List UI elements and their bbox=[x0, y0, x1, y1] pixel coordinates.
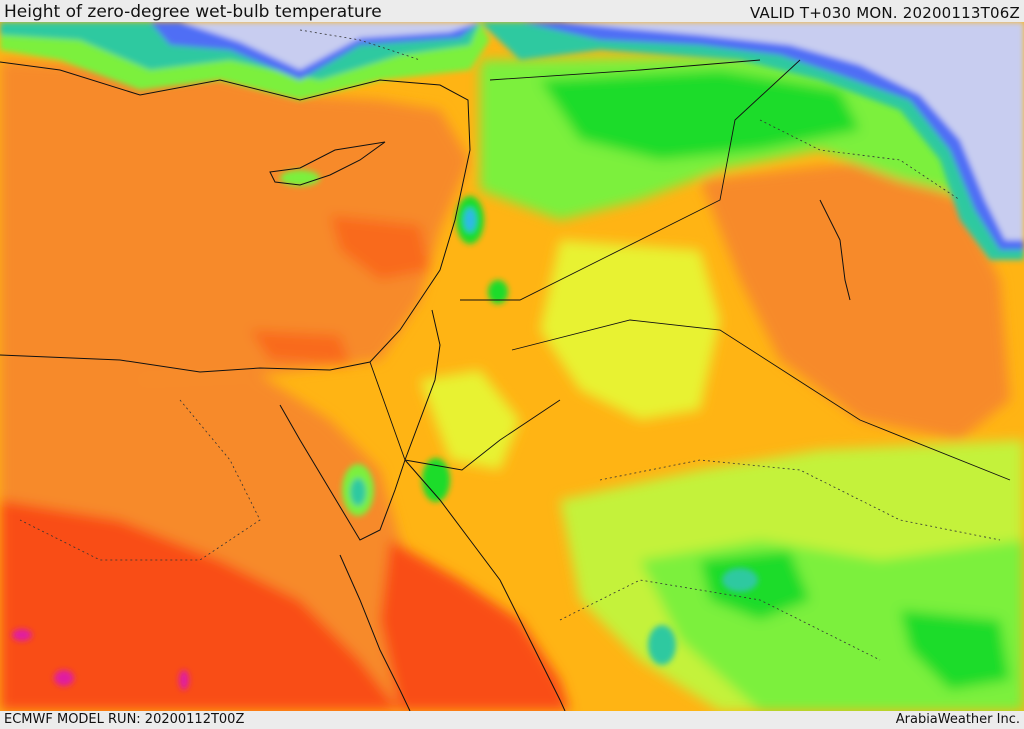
field-lavender-turkey bbox=[180, 22, 480, 70]
blob-hejaz-teal bbox=[648, 625, 676, 665]
borders bbox=[369, 59, 1011, 481]
field-red-egypt bbox=[0, 500, 400, 711]
internal-boundaries bbox=[19, 29, 1001, 661]
field-orange-med bbox=[0, 60, 470, 380]
forecast-map bbox=[0, 22, 1024, 711]
field-orange-iran bbox=[700, 160, 1010, 440]
credit-label: ArabiaWeather Inc. bbox=[895, 712, 1020, 727]
map-title: Height of zero-degree wet-bulb temperatu… bbox=[4, 2, 382, 22]
valid-time-label: VALID T+030 MON. 20200113T06Z bbox=[750, 4, 1020, 22]
coastlines bbox=[0, 61, 851, 711]
field-green-north bbox=[540, 70, 860, 160]
blob-najd-teal bbox=[722, 568, 758, 592]
blob-magenta-2 bbox=[54, 670, 74, 686]
blob-negev-green bbox=[422, 458, 450, 502]
field-yellow-jordan bbox=[420, 370, 520, 470]
header-bar: Height of zero-degree wet-bulb temperatu… bbox=[0, 0, 1024, 22]
blob-magenta-1 bbox=[12, 629, 32, 641]
field-redorange-coast bbox=[250, 330, 350, 365]
field-green-southeast bbox=[900, 610, 1010, 690]
footer-bar: ECMWF MODEL RUN: 20200112T00Z ArabiaWeat… bbox=[0, 711, 1024, 729]
blob-sinai-teal bbox=[350, 478, 366, 506]
map-canvas bbox=[0, 22, 1024, 711]
blob-magenta-3 bbox=[179, 670, 189, 690]
field-yellow-iraq bbox=[540, 240, 720, 420]
field-red-redsea bbox=[380, 540, 570, 711]
field-lavender-caucasus bbox=[560, 22, 1024, 240]
blob-hermon-green bbox=[488, 280, 508, 304]
model-run-label: ECMWF MODEL RUN: 20200112T00Z bbox=[4, 712, 245, 727]
blob-lebanon-cyan bbox=[464, 208, 476, 232]
field-redorange-levant bbox=[330, 215, 430, 280]
